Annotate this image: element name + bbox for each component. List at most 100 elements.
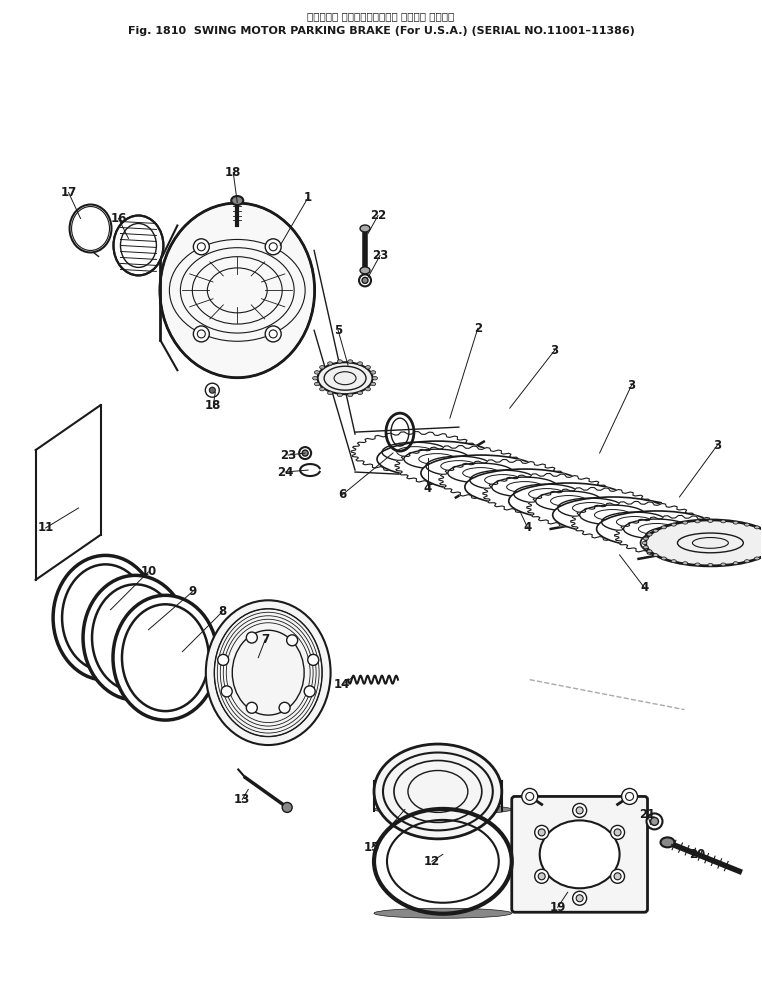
Text: 10: 10 [140, 565, 156, 579]
Circle shape [610, 870, 625, 883]
Ellipse shape [421, 456, 541, 491]
Circle shape [538, 873, 545, 880]
Circle shape [576, 807, 583, 813]
Circle shape [573, 804, 587, 817]
Circle shape [265, 326, 281, 342]
Circle shape [576, 894, 583, 902]
Ellipse shape [312, 377, 318, 380]
Circle shape [221, 686, 232, 697]
Text: 20: 20 [690, 848, 706, 861]
Ellipse shape [357, 362, 363, 365]
Ellipse shape [683, 522, 687, 525]
Ellipse shape [360, 225, 370, 232]
Ellipse shape [754, 557, 760, 560]
Circle shape [282, 803, 292, 812]
Ellipse shape [721, 520, 725, 523]
Ellipse shape [744, 560, 750, 563]
Ellipse shape [509, 483, 629, 519]
Ellipse shape [315, 371, 319, 374]
Ellipse shape [360, 267, 370, 274]
Circle shape [308, 655, 319, 666]
Ellipse shape [661, 557, 666, 560]
Circle shape [246, 632, 258, 643]
Polygon shape [527, 487, 655, 528]
Polygon shape [351, 432, 479, 472]
Text: 19: 19 [549, 901, 566, 914]
Ellipse shape [733, 522, 738, 525]
Text: 6: 6 [338, 488, 346, 502]
Ellipse shape [338, 360, 342, 363]
Ellipse shape [643, 537, 648, 540]
Ellipse shape [539, 820, 620, 888]
Text: 5: 5 [334, 323, 342, 337]
Text: 7: 7 [261, 633, 269, 646]
Ellipse shape [373, 377, 377, 380]
Text: 9: 9 [188, 586, 197, 599]
Circle shape [535, 825, 549, 839]
Ellipse shape [597, 511, 716, 547]
Circle shape [210, 387, 216, 393]
Ellipse shape [347, 360, 353, 363]
Text: 2: 2 [474, 321, 482, 335]
Circle shape [646, 813, 662, 829]
Ellipse shape [643, 545, 648, 548]
Ellipse shape [122, 604, 209, 711]
Circle shape [265, 239, 281, 254]
Ellipse shape [114, 216, 163, 275]
Ellipse shape [374, 908, 512, 918]
Text: 21: 21 [639, 808, 655, 821]
Ellipse shape [695, 520, 700, 523]
Ellipse shape [318, 362, 373, 394]
Ellipse shape [733, 562, 738, 565]
Text: 旋回モータ パーキングブレーキ ＵＳＡ向 通用号機: 旋回モータ パーキングブレーキ ＵＳＡ向 通用号機 [307, 11, 455, 21]
Text: 4: 4 [640, 582, 648, 595]
Ellipse shape [744, 524, 750, 527]
Ellipse shape [642, 541, 647, 544]
Text: 12: 12 [424, 855, 440, 868]
Polygon shape [615, 516, 742, 556]
Circle shape [246, 702, 258, 713]
Text: 15: 15 [363, 841, 380, 854]
Circle shape [522, 789, 538, 805]
Ellipse shape [754, 526, 760, 528]
Ellipse shape [645, 520, 762, 566]
Ellipse shape [328, 362, 332, 365]
Ellipse shape [647, 550, 652, 553]
Ellipse shape [671, 524, 677, 527]
Ellipse shape [708, 520, 713, 523]
Text: 1: 1 [304, 191, 312, 204]
Circle shape [651, 817, 658, 825]
Text: Fig. 1810  SWING MOTOR PARKING BRAKE (For U.S.A.) (SERIAL NO.11001–11386): Fig. 1810 SWING MOTOR PARKING BRAKE (For… [127, 26, 635, 35]
Ellipse shape [374, 744, 502, 839]
Text: 4: 4 [424, 481, 432, 495]
Circle shape [303, 450, 308, 457]
Circle shape [614, 873, 621, 880]
Text: 3: 3 [627, 379, 636, 391]
Circle shape [622, 789, 638, 805]
Circle shape [614, 829, 621, 836]
Ellipse shape [370, 371, 376, 374]
Text: 23: 23 [372, 248, 388, 262]
Ellipse shape [661, 526, 666, 528]
Polygon shape [395, 446, 523, 486]
Ellipse shape [357, 391, 363, 394]
Ellipse shape [641, 525, 760, 561]
Circle shape [304, 686, 315, 697]
Ellipse shape [338, 393, 342, 396]
Circle shape [535, 870, 549, 883]
Text: 13: 13 [234, 793, 251, 806]
Ellipse shape [683, 562, 687, 565]
Ellipse shape [661, 837, 674, 847]
Text: 3: 3 [551, 344, 559, 357]
Ellipse shape [374, 805, 512, 814]
Ellipse shape [160, 203, 315, 378]
Ellipse shape [465, 469, 584, 505]
Ellipse shape [366, 366, 370, 369]
Polygon shape [571, 502, 699, 542]
Circle shape [205, 384, 219, 397]
Text: 3: 3 [713, 439, 722, 452]
Text: 24: 24 [277, 465, 293, 478]
Ellipse shape [721, 563, 725, 566]
Text: 16: 16 [110, 212, 126, 225]
Ellipse shape [366, 387, 370, 390]
